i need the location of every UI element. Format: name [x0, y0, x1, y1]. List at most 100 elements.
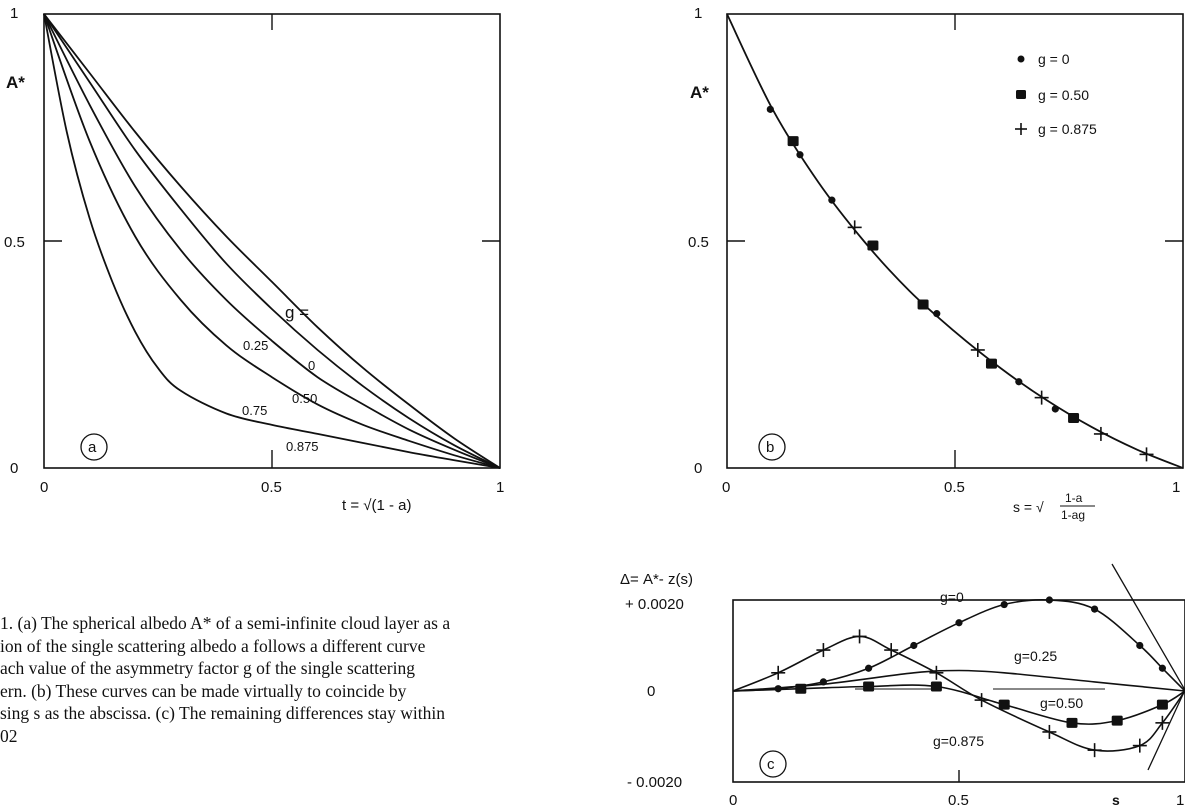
panel-b-frame — [726, 13, 1184, 469]
panel-a-letter: a — [88, 439, 97, 456]
panel-b-xlabel-prefix: s = √ — [1013, 499, 1044, 515]
panel-c-point-plus — [852, 629, 867, 644]
panel-c-label-g0875: g=0.875 — [933, 733, 984, 749]
panel-a-ytick-05: 0.5 — [4, 234, 25, 251]
panel-b-point-plus — [847, 220, 862, 235]
legend-square-marker — [1016, 90, 1026, 99]
panel-c-point-plus — [974, 693, 989, 708]
panel-c-points — [771, 596, 1170, 758]
legend-g0: g = 0 — [1038, 51, 1070, 67]
panel-c-point-square — [863, 681, 875, 692]
panel-c-point-dot — [910, 641, 918, 650]
panel-b-point-square — [985, 358, 997, 369]
panel-a-xlabel: t = √(1 - a) — [342, 497, 412, 514]
panel-c-curve-3 — [732, 635, 1185, 752]
panel-c-point-plus — [884, 643, 899, 658]
panel-a-ylabel: A* — [6, 73, 25, 92]
panel-c-point-plus — [929, 665, 944, 680]
panel-a-xtick-0: 0 — [40, 479, 48, 496]
panel-b-ytick-0: 0 — [694, 460, 702, 477]
panel-c-point-plus — [771, 665, 786, 680]
panel-a-ytick-0: 0 — [10, 460, 18, 477]
panel-b-point-dot — [766, 105, 774, 113]
panel-b-xtick-05: 0.5 — [944, 479, 965, 496]
panel-c-letter: c — [767, 756, 775, 773]
panel-c-point-dot — [1000, 600, 1008, 609]
panel-c-point-square — [795, 683, 807, 694]
panel-a-curve-3 — [43, 13, 501, 469]
figure-caption: 1. (a) The spherical albedo A* of a semi… — [0, 612, 612, 747]
panel-c-xtick-0: 0 — [729, 792, 737, 809]
panel-c-letter-circle — [759, 750, 787, 778]
panel-c-ytick-neg: - 0.0020 — [627, 774, 682, 791]
panel-c-ytick-0: 0 — [647, 683, 655, 700]
panel-b-point-plus — [970, 342, 985, 357]
panel-b-point-plus — [1139, 447, 1154, 462]
panel-b-xtick-1: 1 — [1172, 479, 1180, 496]
panel-b-point-square — [867, 240, 879, 251]
panel-b-point-plus — [1034, 390, 1049, 405]
panel-c-curve-0 — [732, 599, 1185, 692]
panel-b-point-square — [787, 136, 799, 147]
panel-b-point-dot — [1051, 405, 1059, 413]
panel-c-xlabel: s — [1112, 792, 1120, 808]
panel-b-fit-curve — [726, 13, 1184, 469]
panel-b-xtick-0: 0 — [722, 479, 730, 496]
panel-c-point-plus — [1087, 743, 1102, 758]
legend-g050: g = 0.50 — [1038, 87, 1089, 103]
panel-a-label-050: 0.50 — [292, 391, 317, 406]
caption-line: 1. (a) The spherical albedo A* of a semi… — [0, 613, 451, 633]
panel-a-xtick-1: 1 — [496, 479, 504, 496]
panel-c-point-dot — [1136, 641, 1144, 650]
panel-c-point-plus — [816, 643, 831, 658]
panel-c-label-g050: g=0.50 — [1040, 695, 1083, 711]
caption-line: 02 — [0, 725, 18, 746]
legend-g0875: g = 0.875 — [1038, 121, 1097, 137]
panel-c-point-square — [1066, 717, 1078, 728]
panel-c-ylabel: Δ= A*- z(s) — [620, 571, 693, 588]
panel-b-point-square — [1068, 413, 1080, 424]
panel-c-xtick-05: 0.5 — [948, 792, 969, 809]
panel-c-xtick-1: 1 — [1176, 792, 1184, 809]
panel-a-label-075: 0.75 — [242, 403, 267, 418]
panel-b-xlabel-num: 1-a — [1065, 491, 1083, 505]
caption-line: ion of the single scattering albedo a fo… — [0, 635, 426, 656]
panel-c-point-dot — [1091, 605, 1099, 613]
panel-b: 1 0.5 0 0 0.5 1 A* s = √ 1-a 1-ag g = 0 … — [688, 5, 1184, 522]
panel-a-xtick-05: 0.5 — [261, 479, 282, 496]
panel-b-ylabel: A* — [690, 83, 709, 102]
panel-c-point-square — [1111, 715, 1123, 726]
panel-a-frame — [43, 13, 501, 469]
panel-c-ytick-pos: + 0.0020 — [625, 596, 684, 613]
panel-a-label-025: 0.25 — [243, 338, 268, 353]
panel-c-label-g0: g=0 — [940, 589, 964, 605]
panel-c-point-plus — [1155, 715, 1170, 730]
panel-b-point-plus — [1093, 426, 1108, 441]
panel-b-point-square — [917, 299, 929, 310]
panel-b-ytick-05: 0.5 — [688, 234, 709, 251]
panel-c-point-square — [998, 699, 1010, 710]
legend-dot-marker — [1017, 55, 1025, 63]
panel-c-tangent-low — [1147, 689, 1185, 771]
panel-c-point-dot — [955, 619, 963, 627]
panel-b-point-dot — [796, 151, 804, 159]
panel-c: Δ= A*- z(s) + 0.0020 0 - 0.0020 0 0.5 1 … — [620, 563, 1185, 809]
panel-a-g-header: g = — [285, 303, 309, 322]
caption-line: ern. (b) These curves can be made virtua… — [0, 680, 407, 701]
panel-c-point-dot — [1045, 596, 1053, 604]
panel-a-curves — [43, 13, 501, 469]
panel-c-label-g025: g=0.25 — [1014, 648, 1057, 664]
panel-b-ytick-1: 1 — [694, 5, 702, 22]
panel-c-point-dot — [819, 678, 828, 686]
panel-a: 1 0.5 0 0 0.5 1 A* t = √(1 - a) g = 0 0.… — [4, 5, 504, 514]
panel-c-point-square — [930, 681, 942, 692]
panel-c-point-plus — [1132, 738, 1147, 753]
caption-line: sing s as the abscissa. (c) The remainin… — [0, 703, 445, 723]
panel-c-point-plus — [1042, 724, 1057, 739]
panel-a-curve-0 — [43, 13, 501, 469]
panel-a-curve-4 — [43, 13, 501, 469]
panel-c-point-dot — [1158, 664, 1166, 672]
panel-b-point-dot — [1015, 378, 1023, 386]
panel-c-point-dot — [774, 685, 782, 693]
panel-b-letter: b — [766, 439, 774, 456]
